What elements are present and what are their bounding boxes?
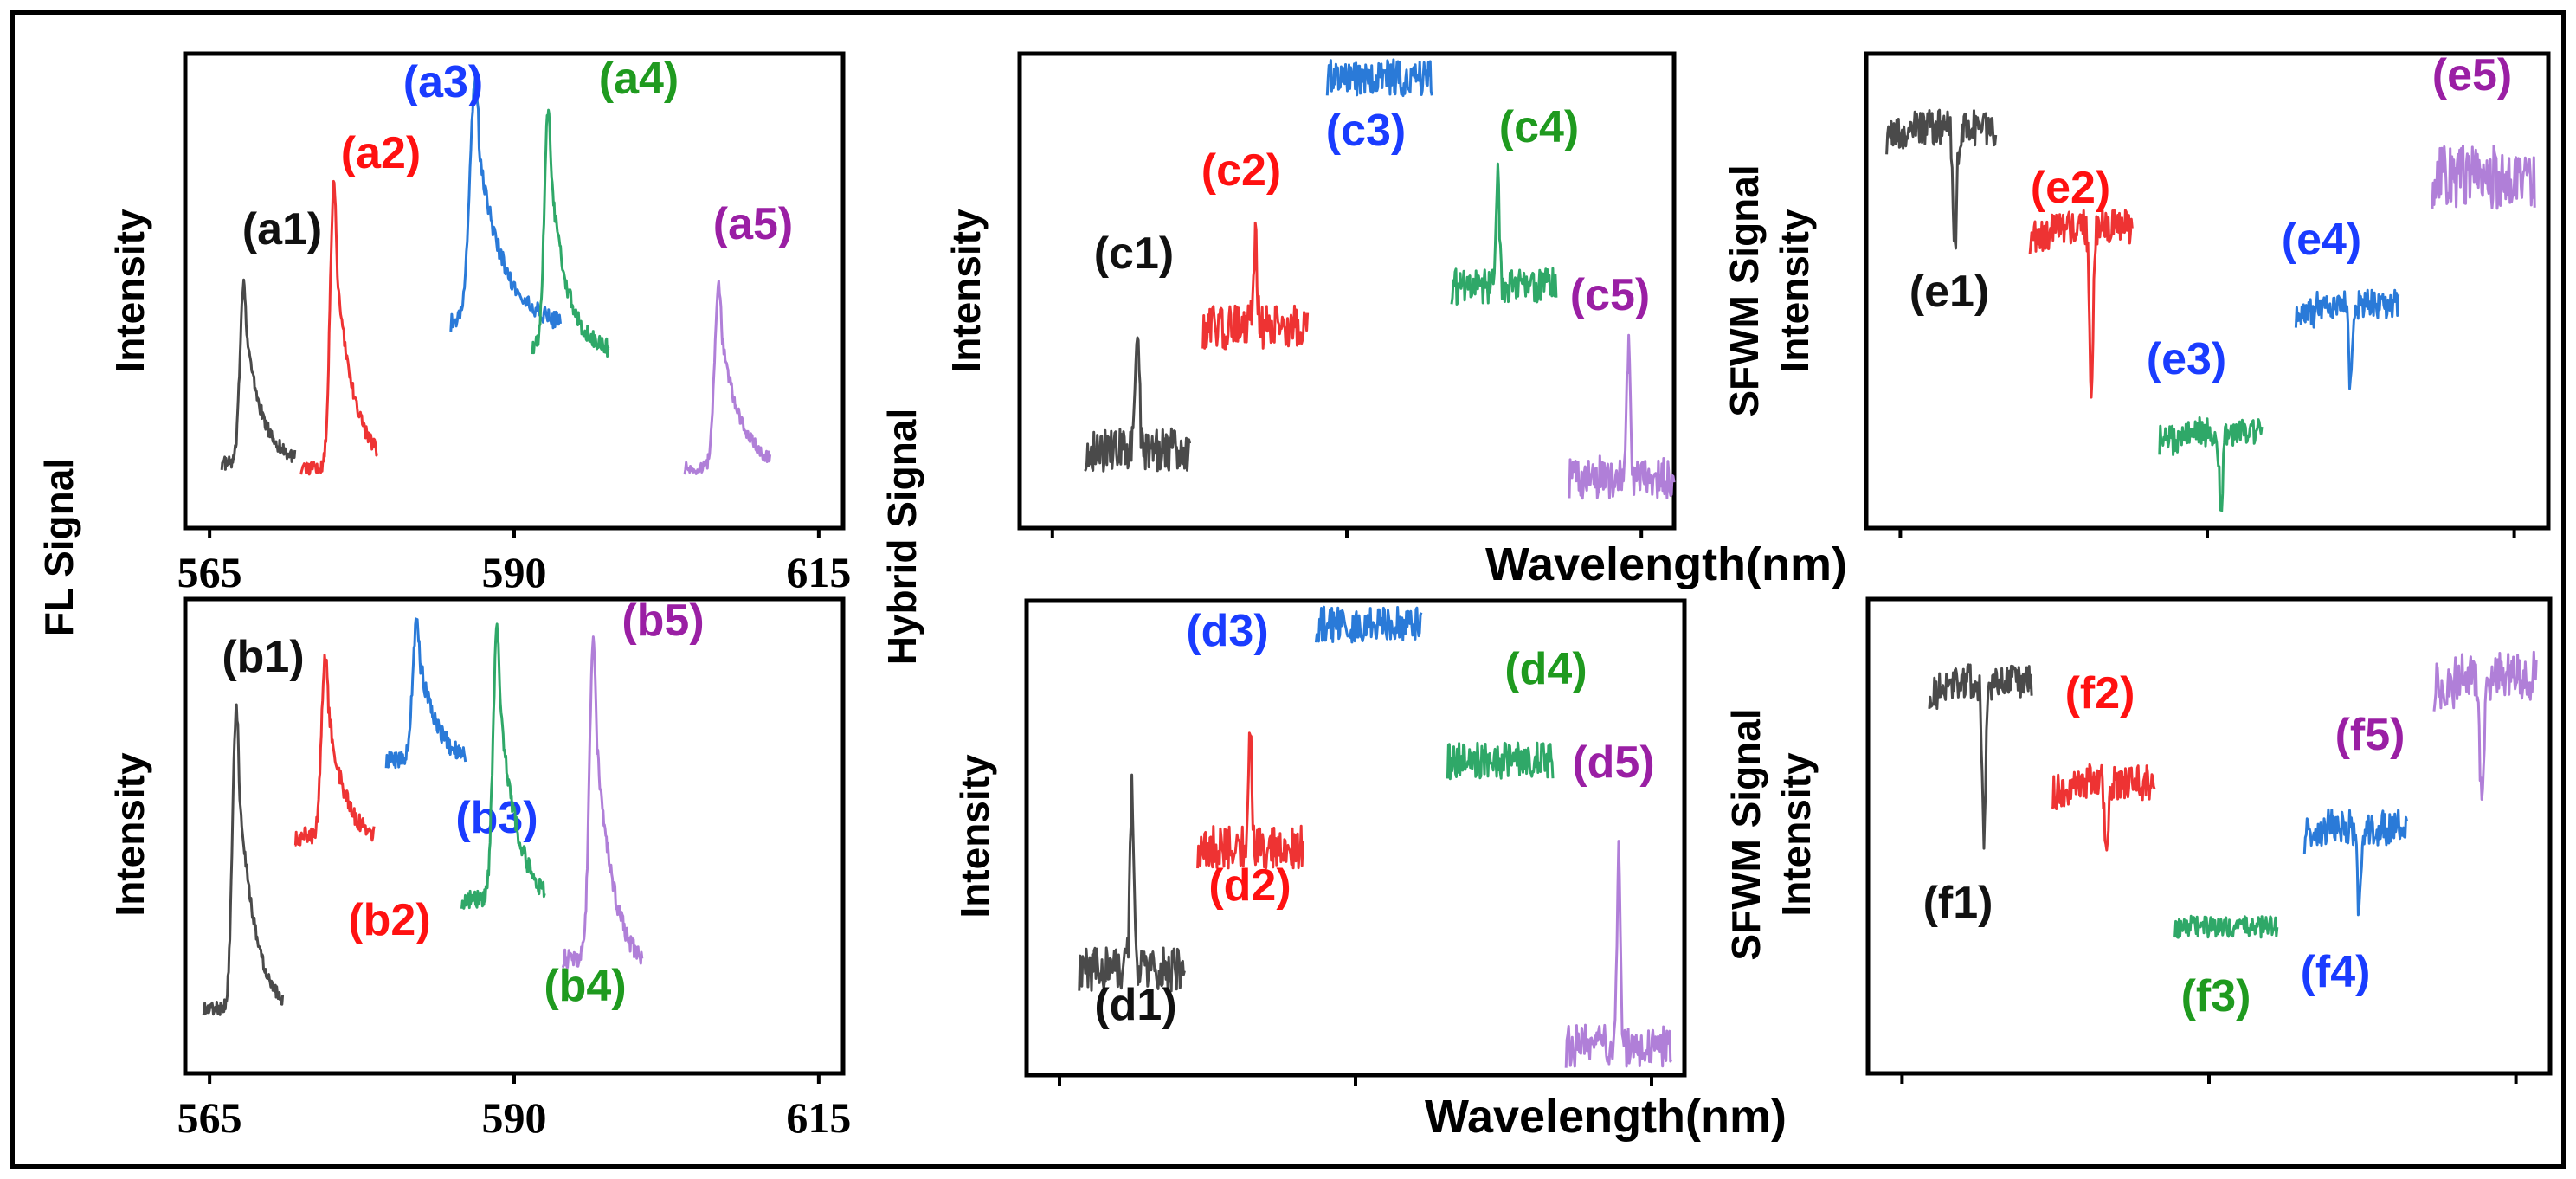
series-label-b3: (b3): [455, 793, 538, 843]
trace-d2: [1196, 731, 1304, 870]
panel-f: SFWM Signal Intensity (f1) (f2) (f3) (f4) (f5): [1723, 596, 2553, 1084]
trace-e4: [2294, 288, 2400, 390]
panel-d: Intensity (d1) (d2) (d3) (d4) (d5): [952, 598, 1687, 1086]
ylabel-e-0: SFWM Signal: [1722, 164, 1767, 416]
series-label-c1: (c1): [1094, 229, 1174, 279]
series-label-b1: (b1): [222, 632, 304, 682]
series-label-c3: (c3): [1326, 106, 1406, 156]
series-label-d4: (d4): [1504, 644, 1587, 694]
trace-f4: [2302, 808, 2408, 917]
series-label-a4: (a4): [599, 54, 679, 104]
trace-d3: [1314, 605, 1423, 644]
series-label-a2: (a2): [341, 128, 421, 178]
panel-c: Intensity (c1) (c2) (c3) (c4) (c5): [943, 51, 1677, 538]
series-label-b2: (b2): [348, 895, 430, 945]
trace-e2: [2028, 208, 2134, 399]
trace-c4: [1450, 162, 1558, 306]
trace-c3: [1325, 58, 1433, 98]
trace-f3: [2174, 914, 2279, 939]
trace-c5: [1568, 333, 1676, 500]
series-label-f5: (f5): [2335, 710, 2405, 760]
xtick-label-b-0: 565: [177, 1093, 242, 1142]
wavelength-label-top: Wavelength(nm): [1485, 538, 1847, 590]
series-label-a3: (a3): [403, 57, 483, 107]
series-label-b5: (b5): [621, 596, 704, 646]
series-label-c5: (c5): [1570, 270, 1650, 320]
xtick-label-b-1: 590: [482, 1093, 547, 1142]
series-label-a1: (a1): [242, 204, 322, 254]
trace-f5: [2432, 650, 2538, 801]
trace-e5: [2431, 144, 2536, 210]
series-label-d5: (d5): [1572, 738, 1654, 788]
ylabel-a-0: Intensity: [107, 209, 152, 373]
fl-signal-label: FL Signal: [36, 458, 81, 636]
panel-e: SFWM Signal Intensity (e1) (e2) (e3) (e4) (e5): [1722, 50, 2551, 538]
xtick-label-a-0: 565: [177, 548, 242, 596]
series-label-f4: (f4): [2301, 947, 2371, 997]
trace-a2: [299, 179, 379, 476]
series-label-e2: (e2): [2031, 163, 2110, 213]
series-label-b4: (b4): [544, 961, 626, 1011]
trace-b3: [384, 617, 467, 770]
trace-b4: [460, 622, 546, 910]
series-label-d2: (d2): [1208, 860, 1291, 911]
trace-e3: [2158, 416, 2264, 512]
ylabel-e-1: Intensity: [1772, 209, 1817, 373]
panel-a: 565 590 615 Intensity (a1) (a2) (a3) (a4) (a5): [107, 51, 851, 596]
series-label-c4: (c4): [1499, 102, 1579, 152]
xtick-label-a-1: 590: [482, 548, 547, 596]
trace-f1: [1928, 663, 2033, 850]
trace-a1: [220, 278, 297, 471]
series-label-e1: (e1): [1909, 267, 1989, 317]
series-label-d1: (d1): [1094, 980, 1176, 1030]
panel-b: 565 590 615 Intensity (b1) (b2) (b3) (b4) (b5): [107, 596, 851, 1142]
ylabel-c-0: Intensity: [943, 209, 989, 373]
trace-d4: [1446, 741, 1555, 781]
hybrid-signal-label: Hybrid Signal: [879, 409, 924, 665]
series-label-f2: (f2): [2065, 668, 2135, 718]
ylabel-f-1: Intensity: [1774, 752, 1819, 917]
series-label-f1: (f1): [1923, 878, 1993, 928]
series-label-e3: (e3): [2147, 334, 2226, 384]
trace-b5: [561, 635, 644, 970]
ylabel-f-0: SFWM Signal: [1723, 708, 1768, 960]
trace-e1: [1885, 108, 1998, 250]
figure-frame: [10, 10, 2566, 1169]
ylabel-d-0: Intensity: [952, 754, 997, 918]
trace-c2: [1201, 221, 1310, 351]
trace-b1: [202, 703, 285, 1016]
trace-c1: [1084, 336, 1192, 473]
series-label-a5: (a5): [713, 199, 793, 249]
trace-d5: [1564, 840, 1673, 1068]
trace-f2: [2051, 763, 2156, 852]
wavelength-label-bottom: Wavelength(nm): [1425, 1091, 1787, 1143]
xtick-label-b-2: 615: [786, 1093, 851, 1142]
trace-a4: [531, 108, 610, 358]
series-label-d3: (d3): [1186, 606, 1268, 656]
series-label-c2: (c2): [1201, 145, 1281, 196]
trace-a5: [683, 280, 772, 475]
ylabel-b-0: Intensity: [107, 752, 152, 917]
trace-a3: [449, 74, 562, 332]
trace-d1: [1078, 773, 1186, 993]
trace-b2: [293, 654, 376, 847]
series-label-e5: (e5): [2432, 50, 2512, 100]
series-label-f3: (f3): [2181, 971, 2251, 1021]
xtick-label-a-2: 615: [786, 548, 851, 596]
series-label-e4: (e4): [2282, 215, 2361, 265]
